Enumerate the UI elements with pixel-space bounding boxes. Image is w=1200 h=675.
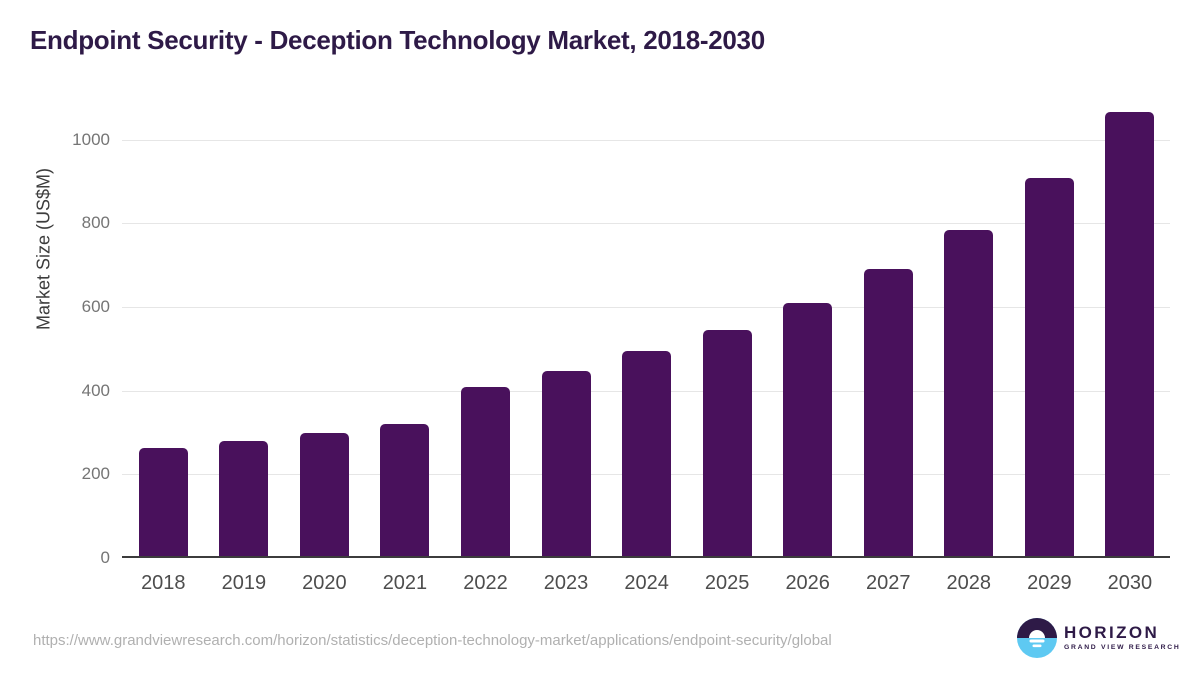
gridline-1000 [122,139,1170,141]
bar-2021 [380,423,430,558]
horizon-logo: HORIZON GRAND VIEW RESEARCH [1017,618,1181,658]
x-tick-label-2028: 2028 [946,572,992,594]
x-tick-label-2025: 2025 [704,572,750,594]
bar-2025 [702,329,752,558]
y-tick-label-800: 800 [81,213,110,233]
bar-2019 [219,440,269,558]
horizon-logo-tagline: GRAND VIEW RESEARCH [1064,644,1181,652]
source-url: https://www.grandviewresearch.com/horizo… [33,632,832,649]
horizon-logo-brand: HORIZON [1064,623,1160,643]
y-tick-label-0: 0 [100,548,110,567]
horizon-logo-text: HORIZON GRAND VIEW RESEARCH [1064,624,1181,652]
x-tick-label-2018: 2018 [141,572,186,594]
y-tick-label-600: 600 [81,297,110,317]
x-tick-label-2027: 2027 [866,572,911,594]
bar-2028 [944,229,994,558]
y-tick-label-1000: 1000 [72,129,110,149]
bar-2027 [863,269,913,558]
x-tick-label-2026: 2026 [785,572,830,594]
x-tick-label-2024: 2024 [624,572,669,594]
x-tick-label-2030: 2030 [1107,572,1153,594]
bar-2020 [299,432,349,558]
bar-2023 [541,371,591,558]
bar-2026 [783,302,833,558]
x-tick-label-2020: 2020 [302,572,347,594]
horizon-logo-icon [1017,618,1057,658]
bar-2029 [1024,177,1074,558]
bar-2022 [461,386,510,558]
bar-2018 [138,447,188,558]
x-tick-label-2022: 2022 [463,572,508,594]
bar-2024 [622,350,672,558]
chart-title: Endpoint Security - Deception Technology… [30,25,765,55]
y-tick-label-400: 400 [81,380,110,400]
x-tick-label-2021: 2021 [382,572,428,594]
y-tick-label-200: 200 [81,464,110,484]
gridline-800 [122,223,1170,225]
bar-2030 [1105,111,1155,558]
x-tick-label-2019: 2019 [221,572,267,594]
gridline-600 [122,307,1170,309]
plot-area: 0 200 400 600 800 1000 2018 2019 2020 2021 2022 202… [72,98,1170,594]
x-tick-label-2023: 2023 [543,572,589,594]
x-axis-line [122,556,1170,558]
x-tick-label-2029: 2029 [1027,572,1072,594]
